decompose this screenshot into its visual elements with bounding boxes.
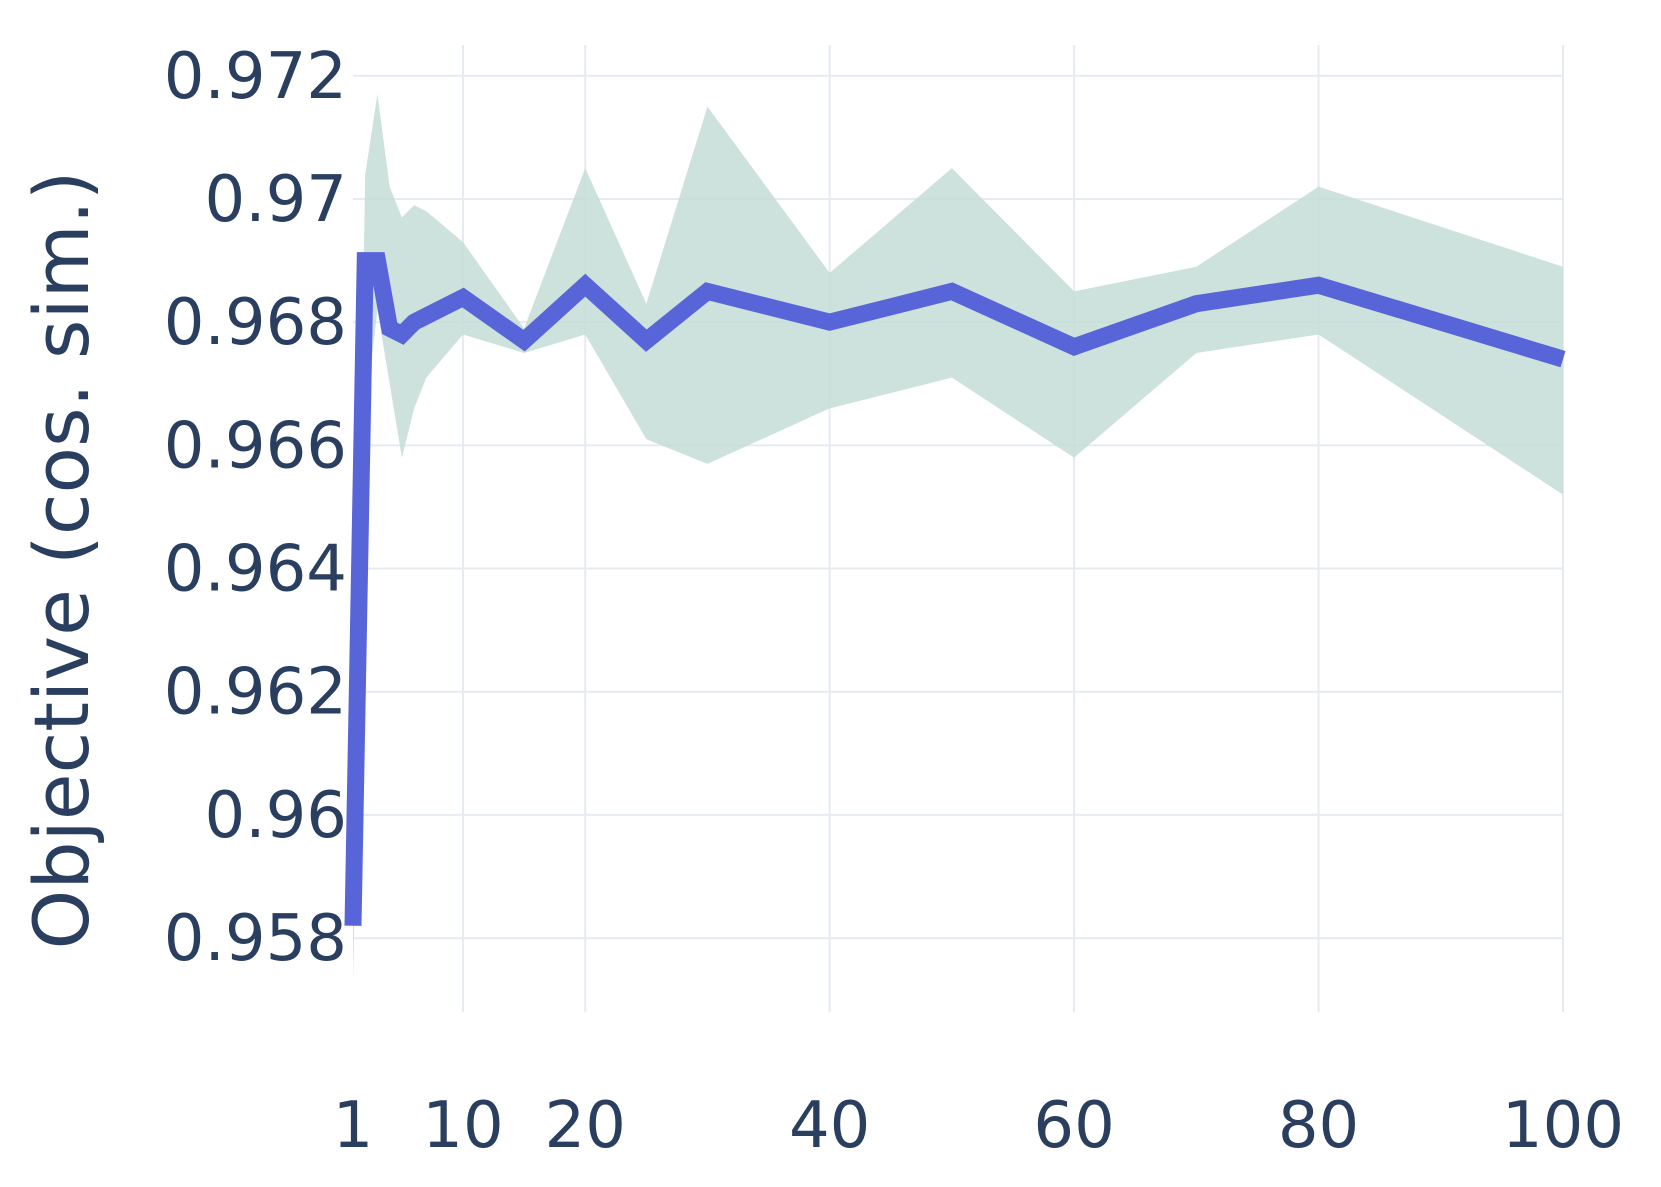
x-axis-ticks: 1 10 20 40 60 80 100 — [333, 1089, 1624, 1163]
data-point — [829, 321, 831, 323]
data-point — [413, 321, 415, 323]
data-point — [951, 290, 953, 292]
data-point — [1318, 284, 1320, 286]
y-tick-label: 0.97 — [205, 163, 348, 237]
mean-line-layer — [344, 252, 1566, 927]
y-tick-label: 0.962 — [164, 656, 347, 730]
x-tick-label: 40 — [789, 1089, 870, 1163]
data-point — [523, 340, 525, 342]
y-axis-label: Objective (cos. sim.) — [17, 171, 106, 950]
y-tick-label: 0.96 — [205, 779, 348, 853]
data-point — [364, 260, 366, 262]
x-tick-label: 60 — [1033, 1089, 1114, 1163]
data-point — [1195, 303, 1197, 305]
data-point — [706, 290, 708, 292]
y-axis-ticks: 0.958 0.96 0.962 0.964 0.966 0.968 0.97 0.972 — [164, 40, 347, 976]
x-tick-label: 100 — [1502, 1089, 1624, 1163]
data-point — [389, 327, 391, 329]
x-tick-label: 80 — [1278, 1089, 1359, 1163]
data-point — [376, 260, 378, 262]
y-tick-label: 0.972 — [164, 40, 347, 114]
confidence-band — [353, 94, 1563, 982]
x-tick-label: 20 — [545, 1089, 626, 1163]
data-point — [462, 297, 464, 299]
data-point — [401, 333, 403, 335]
data-point — [352, 925, 354, 927]
y-tick-label: 0.964 — [164, 533, 347, 607]
mean-line — [344, 252, 1566, 926]
y-tick-label: 0.968 — [164, 286, 347, 360]
confidence-band-layer — [353, 94, 1563, 982]
data-point — [1073, 346, 1075, 348]
data-point — [645, 340, 647, 342]
y-tick-label: 0.958 — [164, 902, 347, 976]
data-point — [425, 315, 427, 317]
x-tick-label: 1 — [333, 1089, 374, 1163]
y-tick-label: 0.966 — [164, 409, 347, 483]
x-tick-label: 10 — [422, 1089, 503, 1163]
data-point — [1562, 358, 1564, 360]
data-point — [584, 284, 586, 286]
